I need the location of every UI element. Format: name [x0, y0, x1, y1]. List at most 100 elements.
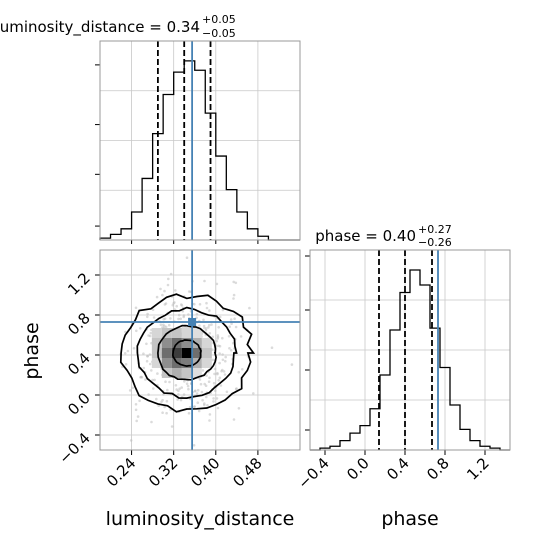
sample-point — [229, 318, 233, 321]
sample-point — [225, 390, 229, 394]
density-cell-10 — [201, 338, 212, 348]
sample-point — [174, 384, 178, 387]
title-phase-main: phase = 0.40 — [315, 227, 416, 245]
sample-point — [203, 279, 206, 283]
sample-point — [204, 384, 208, 388]
sample-point — [219, 384, 223, 387]
sample-point — [128, 389, 132, 392]
sample-point — [134, 408, 138, 412]
sample-point — [148, 362, 152, 366]
sample-point — [165, 411, 168, 415]
right-panel-frame — [309, 249, 511, 451]
sample-point — [234, 281, 238, 285]
sample-point — [232, 418, 236, 421]
sample-point — [187, 290, 191, 293]
sample-point — [218, 376, 222, 380]
joint-y-tick-label-3: 0.8 — [64, 309, 94, 339]
sample-point — [216, 406, 220, 410]
sample-point — [178, 387, 181, 391]
sample-point — [196, 388, 200, 392]
sample-point — [195, 312, 199, 316]
sample-point — [166, 283, 170, 287]
sample-point — [123, 352, 127, 355]
sample-point — [224, 359, 227, 363]
sample-point — [167, 323, 171, 327]
sample-point — [185, 382, 189, 386]
sample-point — [213, 367, 217, 371]
sample-point — [129, 439, 133, 442]
sample-point — [159, 323, 163, 327]
sample-point — [145, 342, 148, 346]
top-panel-frame — [99, 40, 301, 241]
density-cell-11 — [151, 348, 162, 358]
sample-point — [241, 368, 244, 371]
sample-point — [161, 293, 164, 297]
sample-point — [218, 315, 222, 319]
sample-point — [193, 405, 196, 409]
sample-point — [152, 387, 155, 390]
density-cell-17 — [151, 358, 162, 368]
x-axis-label-phase: phase — [381, 508, 438, 530]
sample-point — [155, 397, 158, 401]
sample-point — [131, 386, 134, 390]
sample-point — [139, 327, 142, 330]
sample-point — [124, 363, 128, 366]
density-cell-13 — [171, 348, 182, 358]
sample-point — [218, 352, 221, 355]
sample-point — [198, 324, 201, 327]
sample-point — [164, 302, 168, 305]
sample-point — [183, 380, 186, 383]
sample-point — [162, 317, 165, 321]
sample-point — [228, 347, 231, 350]
sample-point — [167, 277, 170, 281]
sample-point — [163, 289, 166, 293]
right-x-tick-label-4: 1.2 — [463, 454, 493, 484]
sample-point — [230, 322, 233, 326]
sample-point — [239, 335, 243, 338]
sample-point — [144, 378, 147, 381]
joint-posterior-panel: 0.24 0.32 0.40 0.48 −0.4 0.0 0.4 0.8 1.2 — [55, 249, 301, 490]
right-x-tick-label-2: 0.4 — [383, 454, 413, 484]
sample-point — [223, 373, 227, 376]
sample-point — [210, 323, 213, 326]
sample-point — [150, 369, 153, 372]
sample-point — [232, 280, 235, 284]
density-cell-15 — [191, 348, 202, 358]
sample-point — [187, 313, 190, 316]
title-phase: phase = 0.40 +0.27 −0.26 — [315, 223, 452, 249]
density-cell-24 — [171, 368, 182, 378]
sample-point — [221, 308, 225, 312]
right-x-tick-label-0: −0.4 — [294, 454, 332, 492]
sample-point — [229, 349, 233, 352]
sample-point — [208, 376, 211, 380]
sample-point — [187, 412, 191, 415]
density-cell-2 — [171, 328, 182, 338]
sample-point — [135, 419, 138, 423]
sample-point — [153, 378, 156, 382]
sample-point — [149, 331, 153, 335]
sample-point — [232, 293, 236, 297]
density-cell-22 — [201, 358, 212, 368]
sample-point — [161, 411, 164, 415]
sample-point — [164, 380, 167, 384]
sample-point — [232, 297, 235, 300]
sample-point — [177, 393, 180, 396]
contour-outer — [119, 293, 256, 413]
marginal-luminosity-distance-panel — [95, 40, 301, 244]
sample-point — [199, 382, 203, 386]
joint-y-tick-label-4: 1.2 — [64, 269, 94, 299]
sample-point — [205, 301, 208, 305]
marginal-phase-panel: −0.4 0.0 0.4 0.8 1.2 — [294, 249, 511, 493]
joint-x-tick-label-0: 0.24 — [103, 454, 139, 490]
sample-point — [206, 404, 209, 407]
title-phase-plus: +0.27 — [418, 223, 452, 236]
sample-point — [142, 352, 145, 356]
sample-point — [228, 325, 231, 329]
sample-point — [212, 397, 215, 400]
sample-point — [175, 304, 178, 308]
sample-point — [211, 358, 214, 362]
sample-point — [200, 390, 204, 394]
joint-y-tick-label-0: −0.4 — [55, 429, 93, 467]
sample-point — [146, 312, 149, 316]
